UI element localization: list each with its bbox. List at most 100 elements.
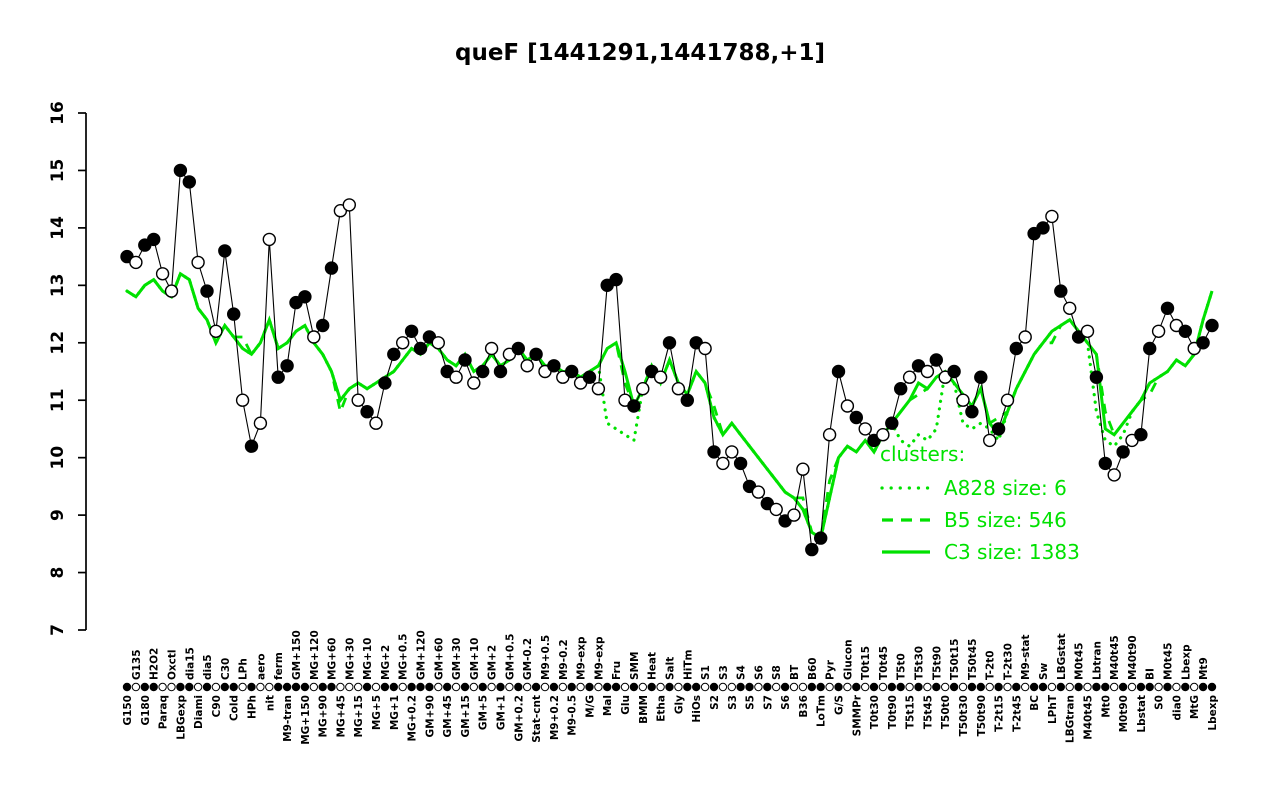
data-point <box>271 370 285 384</box>
data-point <box>707 445 721 459</box>
data-point <box>146 232 161 247</box>
data-point <box>307 330 321 344</box>
condition-marker <box>282 682 292 692</box>
x-tick-label: T5t0 <box>896 653 908 680</box>
condition-marker <box>1020 682 1030 692</box>
condition-marker <box>443 682 452 692</box>
x-tick-label: GM+15 <box>460 695 472 737</box>
x-tick-label: LBGtran <box>1065 695 1077 743</box>
x-tick-label: S5 <box>745 695 757 710</box>
data-point <box>1054 284 1068 298</box>
condition-marker <box>229 682 238 692</box>
data-point <box>431 336 445 350</box>
condition-marker <box>736 682 745 692</box>
x-tick-label: M9-exp <box>576 636 588 680</box>
x-tick-label: MG+5 <box>371 695 383 730</box>
condition-marker <box>140 682 150 692</box>
data-point <box>858 422 872 436</box>
condition-marker <box>816 682 825 692</box>
x-tick-label: BMM <box>638 695 650 724</box>
x-tick-label: ferm <box>273 652 285 680</box>
condition-marker <box>709 682 719 692</box>
x-tick-label: BT <box>789 664 801 680</box>
data-point <box>235 393 250 407</box>
x-tick-label: H2O2 <box>149 648 161 680</box>
x-tick-label: dia0 <box>1171 695 1183 721</box>
x-tick-label: HiTm <box>682 649 694 680</box>
data-point <box>974 370 988 384</box>
legend-item-b5: B5 size: 546 <box>880 504 1080 536</box>
x-tick-label: T5t30 <box>914 646 926 680</box>
data-point <box>262 232 276 247</box>
condition-marker <box>745 682 754 692</box>
x-tick-label: MG+2 <box>380 645 392 680</box>
data-point <box>413 341 428 356</box>
condition-marker <box>1056 682 1066 692</box>
data-point <box>1107 468 1121 482</box>
x-tick-label: dia15 <box>184 647 196 680</box>
data-point <box>378 376 392 390</box>
data-point <box>218 244 232 258</box>
x-tick-label: Mt9 <box>1198 657 1210 680</box>
condition-marker <box>434 682 443 692</box>
y-tick-label: 12 <box>48 331 68 355</box>
condition-marker <box>1065 682 1074 692</box>
condition-marker <box>265 682 274 692</box>
x-tick-label: T5t45 <box>922 695 934 729</box>
data-point <box>209 324 223 338</box>
legend-label-c3: C3 size: 1383 <box>944 540 1080 564</box>
x-tick-label: T-2t0 <box>985 650 997 680</box>
condition-marker <box>594 682 603 692</box>
x-tick-label: Glucon <box>842 639 854 680</box>
condition-marker <box>763 682 772 692</box>
x-tick-label: G/S <box>833 695 845 715</box>
condition-marker <box>932 682 941 692</box>
solid-line-icon <box>882 550 930 554</box>
x-tick-label: Oxctl <box>166 649 178 680</box>
x-tick-label: Lbexp <box>1207 695 1219 731</box>
condition-marker <box>149 682 158 692</box>
x-tick-label: LPh <box>238 658 250 680</box>
x-tick-label: GM+5 <box>478 695 490 730</box>
data-point <box>369 416 383 430</box>
x-tick-label: aero <box>255 653 267 680</box>
data-point <box>1134 428 1148 442</box>
data-point <box>849 410 863 425</box>
condition-marker <box>220 682 230 692</box>
condition-marker <box>1145 682 1154 692</box>
x-tick-label: T-2t30 <box>1002 643 1014 680</box>
data-point <box>1196 336 1210 350</box>
condition-marker <box>994 682 1003 692</box>
condition-marker <box>176 682 185 692</box>
x-tick-label: Gly <box>673 695 685 714</box>
y-tick-label: 16 <box>48 101 68 125</box>
x-tick-label: T50t15 <box>949 639 961 680</box>
condition-marker <box>629 682 639 692</box>
x-tick-label: Sw <box>1038 662 1050 680</box>
x-tick-label: T50t30 <box>958 695 970 736</box>
data-point <box>173 163 188 178</box>
x-tick-label: nit <box>264 695 276 711</box>
x-tick-label: GM+1 <box>496 695 508 730</box>
x-tick-label: Salt <box>665 657 677 680</box>
data-point <box>591 382 606 396</box>
data-point <box>627 399 641 413</box>
data-point <box>493 364 508 379</box>
x-tick-label: M/G <box>584 695 596 718</box>
legend-title: clusters: <box>880 442 966 466</box>
condition-marker <box>772 682 781 692</box>
x-tick-label: Glu <box>620 695 632 715</box>
x-tick-label: LBGstat <box>1056 633 1068 680</box>
x-tick-label: T50t90 <box>976 695 988 736</box>
x-tick-label: M0t45 <box>1074 643 1086 680</box>
condition-marker <box>585 682 594 692</box>
data-point <box>653 370 668 384</box>
condition-marker <box>1181 682 1190 692</box>
condition-marker <box>611 682 621 692</box>
data-point <box>467 376 481 390</box>
condition-marker <box>1198 682 1208 692</box>
condition-marker <box>131 682 141 692</box>
x-tick-label: Lbstat <box>1136 695 1148 733</box>
data-point <box>814 531 828 545</box>
data-point <box>698 341 712 356</box>
